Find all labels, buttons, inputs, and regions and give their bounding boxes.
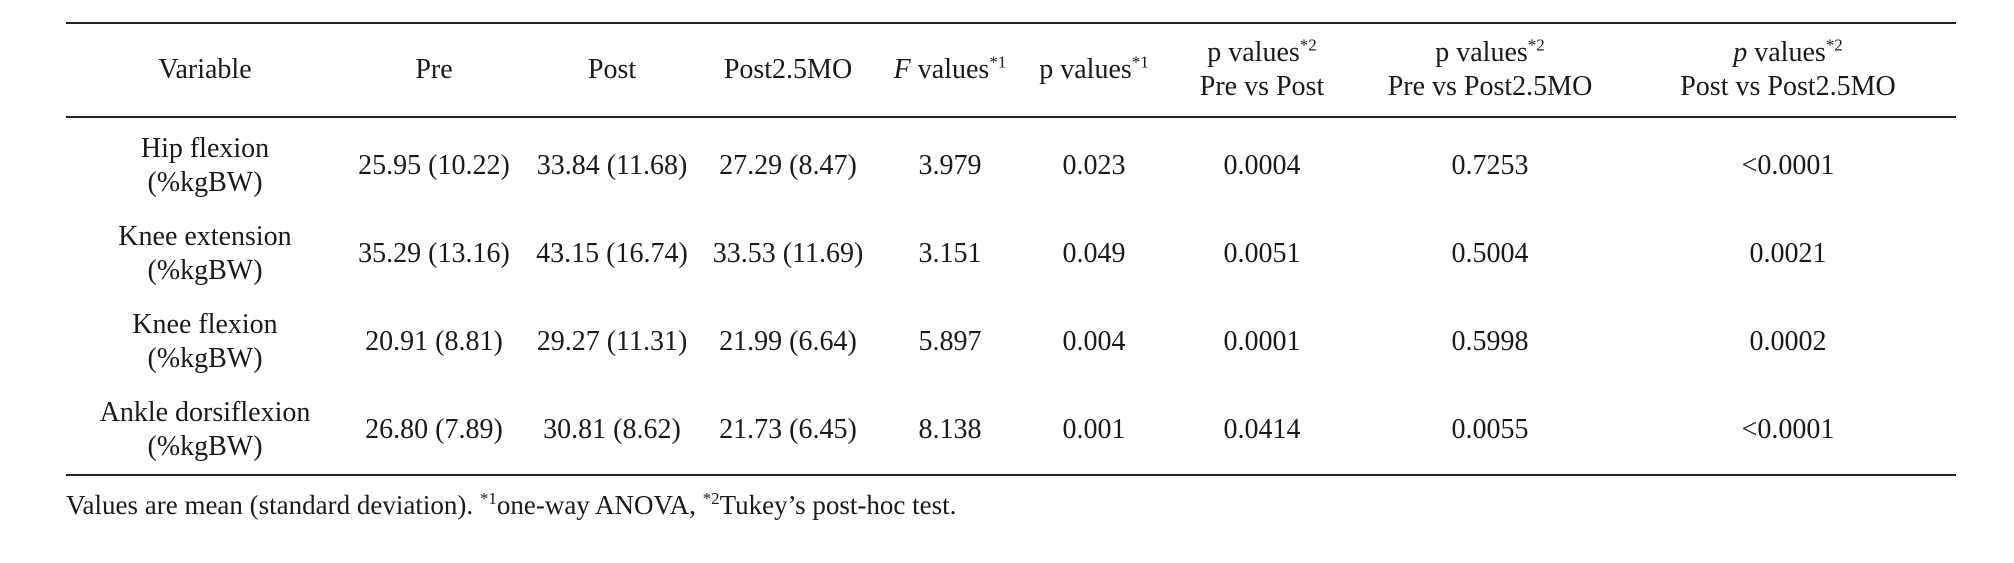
cell-post: 33.84 (11.68) — [536, 149, 688, 181]
cell-pre: 25.95 (10.22) — [358, 149, 510, 181]
header-variable: Variable — [158, 53, 252, 85]
cell-p-post-post25: <0.0001 — [1741, 149, 1835, 181]
cell-pre: 20.91 (8.81) — [365, 325, 503, 357]
header-p-pre-post25-text: p values — [1435, 36, 1528, 68]
cell-p-pre-post25: 0.0055 — [1451, 413, 1529, 445]
cell-f-value: 5.897 — [918, 325, 982, 357]
header-p-values: p values*1 — [1024, 23, 1164, 117]
header-p-post-post25-sup: *2 — [1825, 35, 1843, 55]
variable-name: Hip flexion — [140, 132, 270, 164]
footnote-sup-1: *1 — [479, 489, 497, 508]
header-post: Post — [587, 53, 637, 85]
cell-variable: Ankle dorsiflexion (%kgBW) — [66, 386, 344, 475]
cell-p-post-post25: 0.0002 — [1749, 325, 1827, 357]
cell-p-pre-post: 0.0051 — [1223, 237, 1301, 269]
cell-p-pre-post: 0.0001 — [1223, 325, 1301, 357]
cell-post25mo: 33.53 (11.69) — [712, 237, 864, 269]
header-f-text: values — [910, 53, 990, 85]
header-p-sup: *1 — [1131, 52, 1149, 72]
cell-variable: Knee extension (%kgBW) — [66, 210, 344, 298]
header-p-post-post25-line1: p values*2 — [1624, 36, 1952, 70]
cell-post: 43.15 (16.74) — [536, 237, 688, 269]
table-body: Hip flexion (%kgBW) 25.95 (10.22) 33.84 (… — [66, 117, 1956, 475]
cell-p-pre-post: 0.0004 — [1223, 149, 1301, 181]
header-p-post-post25-sub: Post vs Post2.5MO — [1680, 71, 1896, 102]
cell-p-value: 0.001 — [1062, 413, 1126, 445]
header-p-post-post25-text: values — [1747, 36, 1826, 68]
header-p-pre-post25-sup: *2 — [1527, 35, 1545, 55]
cell-p-value: 0.004 — [1062, 325, 1126, 357]
variable-unit: (%kgBW) — [147, 431, 263, 462]
cell-p-value: 0.023 — [1062, 149, 1126, 181]
variable-name: Knee extension — [118, 220, 292, 252]
header-pre: Pre — [415, 53, 453, 85]
variable-unit: (%kgBW) — [147, 255, 263, 286]
footnote-text-2: one-way ANOVA, — [496, 490, 703, 520]
cell-p-post-post25: 0.0021 — [1749, 237, 1827, 269]
results-table-container: Variable Pre Post Post2.5MO F values*1 p… — [66, 22, 1956, 476]
cell-post25mo: 21.99 (6.64) — [719, 325, 857, 357]
header-f-values: F values*1 — [876, 23, 1024, 117]
footnote-text-1: Values are mean (standard deviation). — [66, 490, 480, 520]
results-table: Variable Pre Post Post2.5MO F values*1 p… — [66, 22, 1956, 476]
variable-name: Ankle dorsiflexion — [99, 396, 311, 428]
header-p-pre-post: p values*2 Pre vs Post — [1164, 23, 1360, 117]
variable-unit: (%kgBW) — [147, 167, 263, 198]
cell-pre: 26.80 (7.89) — [365, 413, 503, 445]
cell-p-value: 0.049 — [1062, 237, 1126, 269]
header-p-pre-post25-sub: Pre vs Post2.5MO — [1387, 71, 1593, 102]
header-f-italic: F — [893, 53, 911, 85]
cell-variable: Hip flexion (%kgBW) — [66, 117, 344, 210]
table-row: Knee extension (%kgBW) 35.29 (13.16) 43.1… — [66, 210, 1956, 298]
cell-post25mo: 27.29 (8.47) — [719, 149, 857, 181]
header-p-pre-post25: p values*2 Pre vs Post2.5MO — [1360, 23, 1620, 117]
cell-post: 30.81 (8.62) — [543, 413, 681, 445]
cell-post25mo: 21.73 (6.45) — [719, 413, 857, 445]
cell-post: 29.27 (11.31) — [536, 325, 688, 357]
cell-f-value: 3.151 — [918, 237, 982, 269]
cell-p-post-post25: <0.0001 — [1741, 413, 1835, 445]
header-p-pre-post-sup: *2 — [1299, 35, 1317, 55]
table-footnote: Values are mean (standard deviation). *1… — [66, 490, 956, 521]
variable-name: Knee flexion — [132, 308, 278, 340]
footnote-text-3: Tukey’s post-hoc test. — [719, 490, 957, 520]
variable-unit: (%kgBW) — [147, 343, 263, 374]
cell-f-value: 3.979 — [918, 149, 982, 181]
header-f-sup: *1 — [989, 52, 1007, 72]
cell-p-pre-post: 0.0414 — [1223, 413, 1301, 445]
header-post25mo: Post2.5MO — [723, 53, 853, 85]
table-header: Variable Pre Post Post2.5MO F values*1 p… — [66, 23, 1956, 117]
cell-pre: 35.29 (13.16) — [358, 237, 510, 269]
table-row: Ankle dorsiflexion (%kgBW) 26.80 (7.89) 3… — [66, 386, 1956, 475]
header-p-pre-post-text: p values — [1207, 36, 1300, 68]
header-p-post-post25: p values*2 Post vs Post2.5MO — [1620, 23, 1956, 117]
header-p-pre-post25-line1: p values*2 — [1364, 36, 1616, 70]
table-row: Hip flexion (%kgBW) 25.95 (10.22) 33.84 (… — [66, 117, 1956, 210]
header-p-post-post25-italic: p — [1733, 36, 1748, 68]
cell-p-pre-post25: 0.5004 — [1451, 237, 1529, 269]
cell-p-pre-post25: 0.5998 — [1451, 325, 1529, 357]
header-p-pre-post-sub: Pre vs Post — [1199, 71, 1325, 102]
header-p-pre-post-line1: p values*2 — [1168, 36, 1356, 70]
cell-variable: Knee flexion (%kgBW) — [66, 298, 344, 386]
footnote-sup-2: *2 — [702, 489, 720, 508]
cell-f-value: 8.138 — [918, 413, 982, 445]
header-p-text: p values — [1039, 53, 1132, 85]
cell-p-pre-post25: 0.7253 — [1451, 149, 1529, 181]
table-row: Knee flexion (%kgBW) 20.91 (8.81) 29.27 (… — [66, 298, 1956, 386]
header-row: Variable Pre Post Post2.5MO F values*1 p… — [66, 23, 1956, 117]
